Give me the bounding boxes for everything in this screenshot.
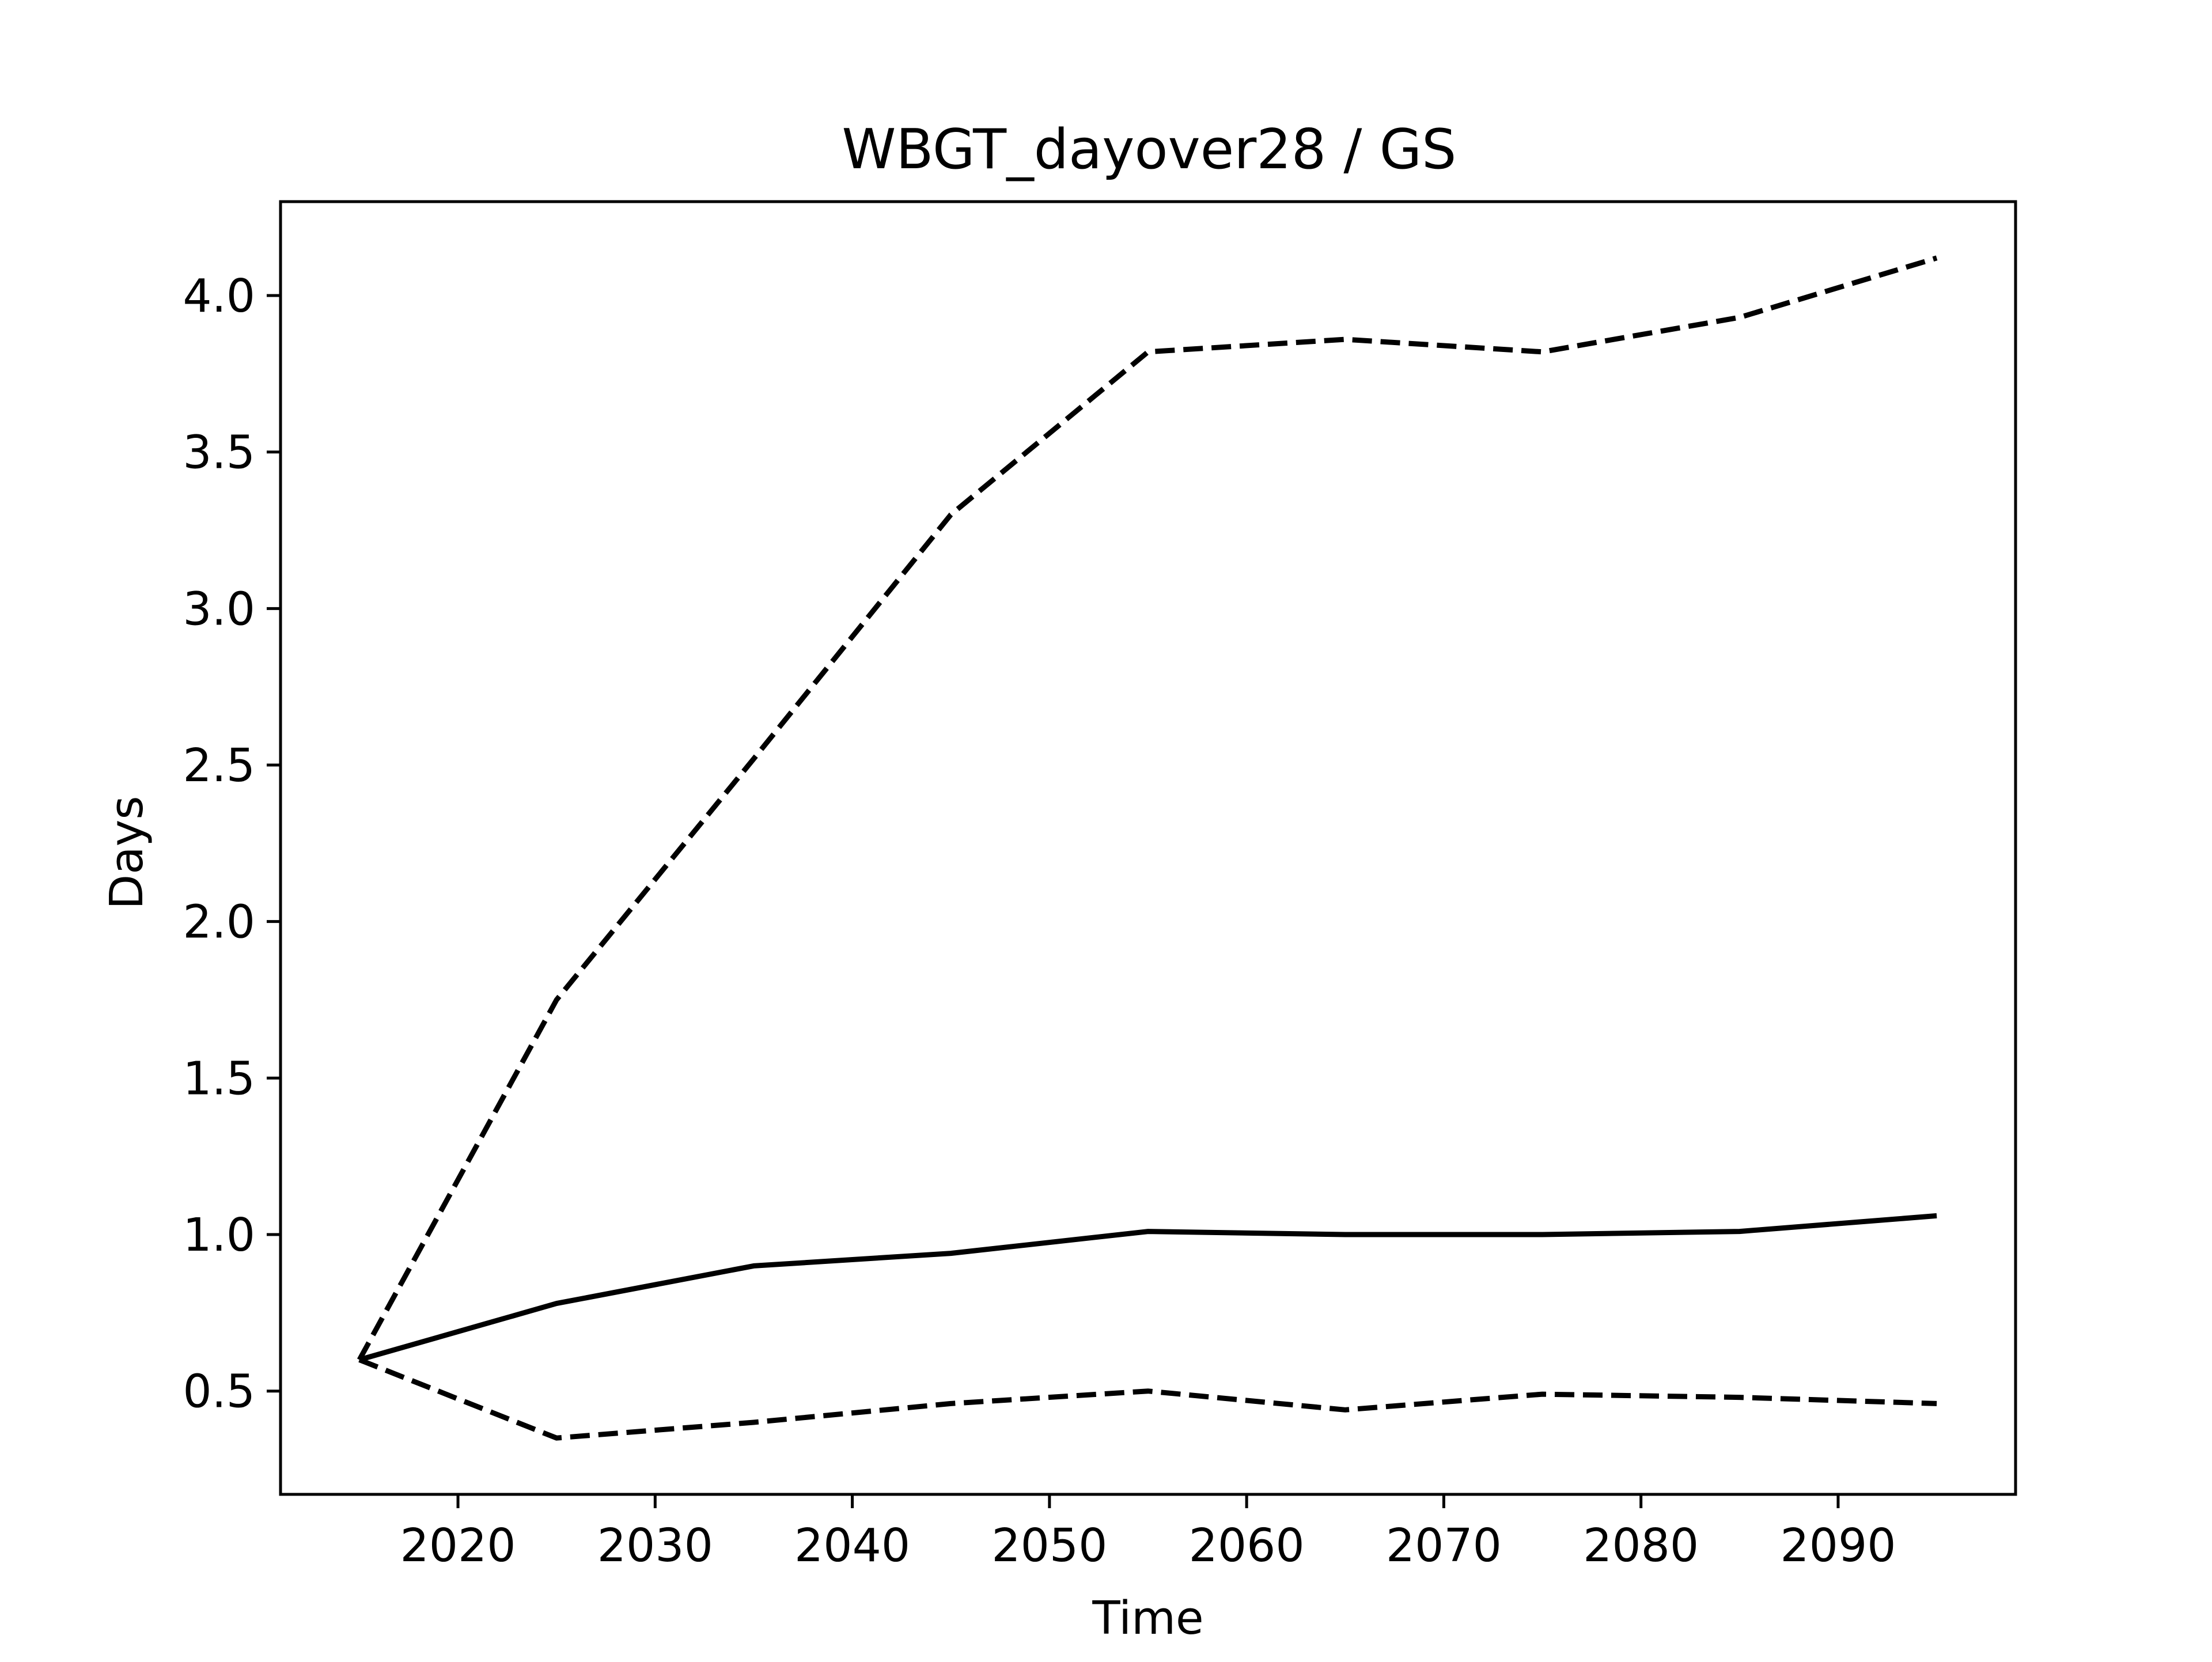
chart-title: WBGT_dayover28 / GS — [842, 118, 1457, 181]
x-tick-label: 2050 — [991, 1519, 1107, 1572]
series-upper-dashed-line — [357, 255, 1938, 1361]
y-tick-label: 0.5 — [183, 1365, 255, 1418]
x-tick-label: 2060 — [1189, 1519, 1305, 1572]
y-axis-label: Days — [100, 796, 153, 909]
series-lower-dashed-line — [358, 1357, 1937, 1441]
y-tick-label: 2.5 — [183, 739, 255, 792]
series-median-line — [358, 1213, 1937, 1362]
y-tick-label: 3.0 — [183, 582, 255, 635]
y-tick-label: 1.0 — [183, 1209, 255, 1262]
y-tick-label: 2.0 — [183, 896, 255, 949]
x-tick-label: 2030 — [597, 1519, 713, 1572]
x-axis: 2020 2030 2040 2050 2060 2070 2080 2090 — [400, 1494, 1896, 1572]
y-tick-label: 4.0 — [183, 270, 255, 323]
y-tick-label: 3.5 — [183, 426, 255, 479]
plot-area-frame — [279, 200, 2017, 1496]
x-tick-label: 2070 — [1386, 1519, 1502, 1572]
x-tick-label: 2040 — [794, 1519, 910, 1572]
x-tick-label: 2090 — [1780, 1519, 1896, 1572]
y-tick-label: 1.5 — [183, 1052, 255, 1105]
x-tick-label: 2080 — [1583, 1519, 1699, 1572]
series-lines — [357, 255, 1938, 1441]
x-tick-label: 2020 — [400, 1519, 516, 1572]
y-axis: 0.5 1.0 1.5 2.0 2.5 3.0 3.5 4.0 — [183, 270, 281, 1418]
x-axis-label: Time — [1092, 1592, 1203, 1645]
